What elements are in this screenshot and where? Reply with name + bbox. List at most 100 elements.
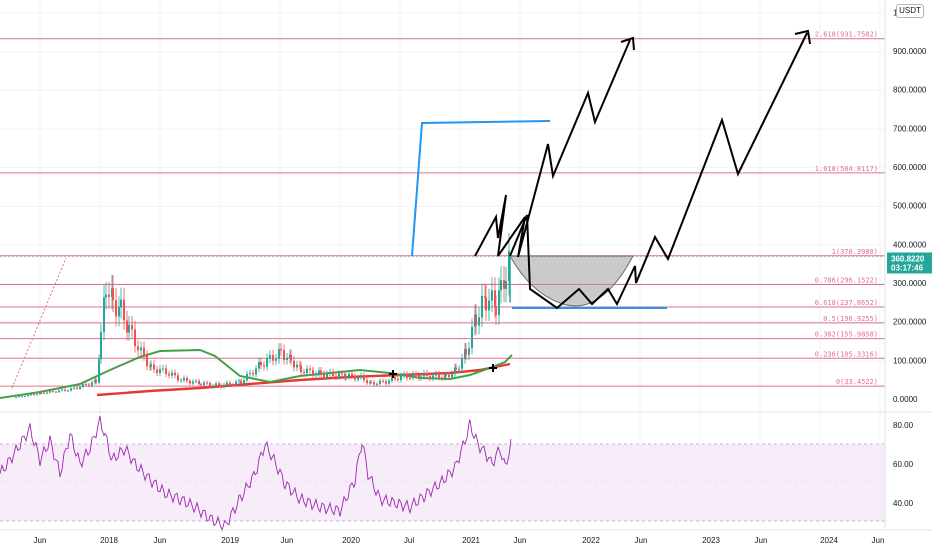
candle-body (55, 391, 57, 393)
time-tick-label: 2019 (221, 536, 239, 545)
candle-body (18, 396, 20, 398)
candle-body (263, 365, 265, 367)
fib-label: 0(33.4522) (836, 378, 878, 386)
candle-body (43, 392, 45, 394)
candle-body (484, 295, 486, 298)
candle-body (220, 385, 222, 388)
candle-body (24, 396, 26, 398)
candle-body (500, 280, 502, 291)
candle-body (206, 382, 208, 384)
candle-body (491, 290, 493, 301)
fib-retracement[interactable]: 2.618(931.7582) 1.618(584.8117) 1(370.3988… (0, 31, 885, 387)
candle-body (215, 383, 217, 386)
candle-body (52, 391, 54, 393)
candle-body (451, 373, 453, 378)
candle-body (76, 387, 78, 389)
candle-body (108, 294, 110, 297)
candle-body (315, 373, 317, 376)
candle-body (232, 384, 234, 386)
ma-slow-line (96, 362, 511, 397)
candle-body (505, 281, 507, 289)
time-tick-label: Jul (404, 536, 414, 545)
candle-body (180, 380, 182, 382)
candle-body (335, 376, 337, 378)
time-tick-label: 2022 (582, 536, 600, 545)
candle-body (320, 370, 322, 374)
candle-body (458, 368, 460, 370)
candle-body (218, 383, 220, 386)
candle-body (85, 384, 87, 386)
candle-body (140, 347, 142, 351)
candle-body (186, 378, 188, 381)
candle-body (495, 306, 497, 315)
candle-body (382, 380, 384, 382)
candle-body (351, 373, 353, 377)
candle-body (67, 390, 69, 392)
candle-body (171, 372, 173, 376)
price-tick-label: 0.0000 (893, 395, 918, 404)
candle-body (36, 394, 38, 396)
candle-body (354, 376, 356, 380)
currency-button[interactable]: USDT (896, 4, 924, 18)
fib-label: 0.618(237.8652) (815, 299, 878, 307)
candle-body (471, 326, 473, 349)
candle-body (229, 382, 231, 385)
candle-body (260, 361, 262, 366)
candle-body (503, 280, 505, 289)
candle-body (183, 378, 185, 381)
candle-body (137, 346, 139, 351)
candle-body (223, 384, 225, 388)
candle-body (131, 324, 133, 330)
time-tick-label: Jun (755, 536, 768, 545)
current-price-tag (887, 252, 932, 274)
fib-label: 0.786(296.1522) (815, 276, 878, 284)
candle-body (420, 376, 422, 379)
candle-body (118, 307, 120, 317)
candle-body (332, 371, 334, 377)
candle-body (345, 377, 347, 379)
candle-body (123, 299, 125, 321)
candle-body (269, 355, 271, 359)
candle-body (494, 290, 496, 307)
candle-body (73, 387, 75, 389)
candle-body (238, 380, 240, 382)
candle-body (112, 288, 114, 301)
candle-body (105, 294, 107, 298)
candle-body (435, 373, 437, 376)
candle-body (409, 378, 411, 380)
candle-body (296, 364, 298, 368)
candle-body (488, 300, 490, 311)
candle-body (200, 384, 202, 386)
candle-body (189, 380, 191, 384)
candle-body (21, 396, 23, 398)
candle-body (299, 364, 301, 366)
candle-body (385, 381, 387, 384)
drawings[interactable] (11, 29, 811, 389)
candle-body (441, 377, 443, 379)
candle-body (82, 384, 84, 387)
moving-averages (0, 348, 513, 399)
candle-body (366, 380, 368, 384)
rsi-line (0, 415, 512, 532)
candle-body (370, 381, 372, 383)
candle-body (444, 374, 446, 379)
candle-body (406, 374, 408, 379)
candle-body (448, 374, 450, 378)
candle-body (423, 373, 425, 377)
candle-body (344, 373, 346, 379)
candle-body (115, 300, 117, 317)
time-tick-label: Jun (872, 536, 885, 545)
candle-body (209, 383, 211, 386)
candle-body (360, 375, 362, 378)
candle-body (475, 314, 477, 326)
candle-body (272, 355, 274, 361)
price-tick-label: 600.0000 (893, 163, 927, 172)
candle-body (120, 299, 122, 308)
candle-body (485, 297, 487, 311)
candle-body (165, 368, 167, 375)
time-tick-label: 2023 (702, 536, 720, 545)
cross-marker (489, 364, 497, 372)
time-tick-label: Jun (154, 536, 167, 545)
candle-body (79, 386, 81, 389)
